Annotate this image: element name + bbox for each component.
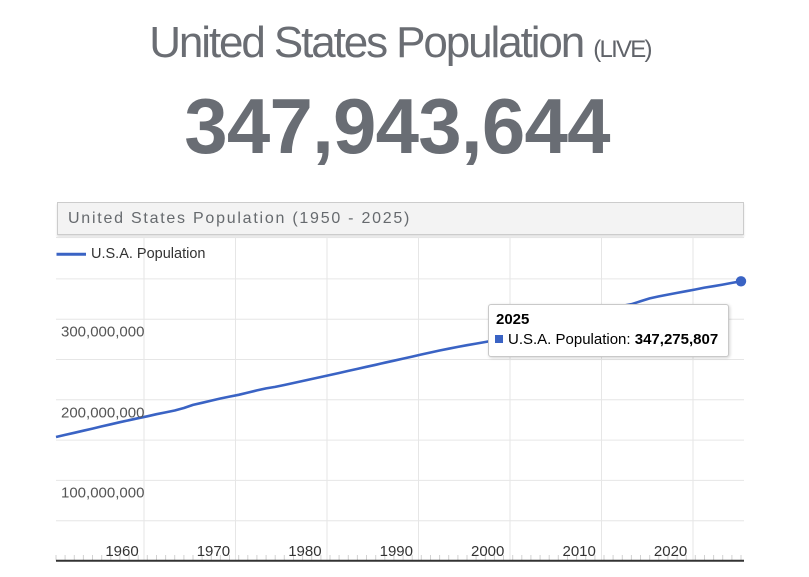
svg-text:2000: 2000 — [471, 543, 504, 560]
svg-text:2010: 2010 — [563, 543, 596, 560]
svg-text:1970: 1970 — [197, 543, 230, 560]
svg-text:100,000,000: 100,000,000 — [61, 485, 144, 502]
svg-text:2020: 2020 — [654, 543, 687, 560]
svg-text:1990: 1990 — [380, 543, 413, 560]
svg-text:1980: 1980 — [288, 543, 321, 560]
svg-text:300,000,000: 300,000,000 — [61, 323, 144, 340]
svg-text:200,000,000: 200,000,000 — [61, 404, 144, 421]
svg-text:1960: 1960 — [105, 543, 138, 560]
